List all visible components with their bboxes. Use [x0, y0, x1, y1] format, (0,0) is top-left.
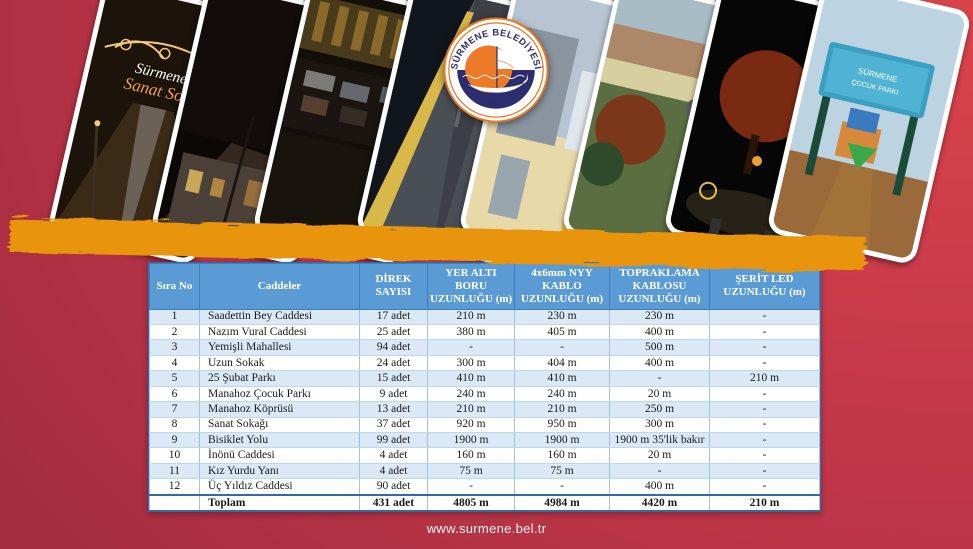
- svg-text:1876: 1876: [486, 98, 506, 108]
